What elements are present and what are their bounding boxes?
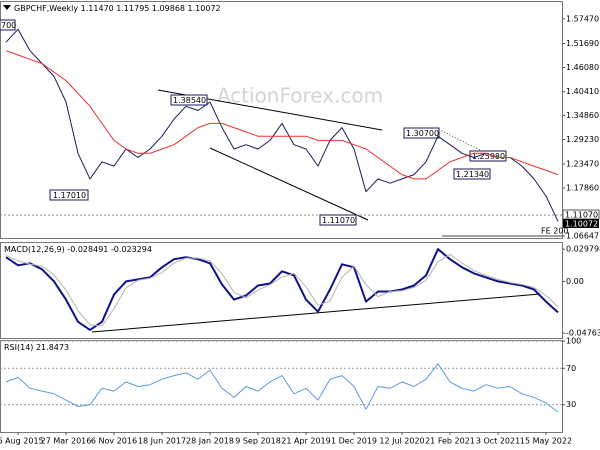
last-price-tag (563, 219, 599, 228)
annotation-text: 700 (1, 21, 16, 30)
x-tick-label: 15 May 2022 (520, 437, 572, 446)
y-tick-label: 1.40410 (566, 87, 599, 96)
trend-line (209, 147, 369, 221)
panel-title-text: MACD(12,26,9) (4, 245, 65, 254)
macd-panel (0, 242, 563, 339)
plot-layer: 1.57470 1.51690 1.46080 1.40410 1.34860 1.292… (0, 4, 600, 446)
annotation-box (403, 127, 440, 139)
annotation-box (170, 94, 208, 106)
price-tags: 1.11070 1.10072 (562, 209, 600, 229)
annotation-text: 1.25980 (472, 152, 505, 161)
annotation-text: 1.17010 (53, 191, 86, 200)
annotation-text: 1.30700 (406, 129, 439, 138)
y-tick-label: 1.34860 (566, 111, 599, 120)
annotation-text: 1.11070 (322, 216, 355, 225)
annotation-text: 1.38540 (173, 96, 206, 105)
menu-icon (3, 5, 11, 10)
x-tick-label: 21 Feb 2021 (425, 437, 475, 446)
y-tick-label: 1.46080 (566, 63, 599, 72)
y-tick-label: 1.51690 (566, 39, 599, 48)
panel-title-text: RSI(14) (4, 343, 33, 352)
x-tick-label: 21 Apr 2019 (281, 437, 330, 446)
y-tick-label: -0.047637 (566, 329, 600, 338)
last-value: -0.028491 (67, 245, 108, 254)
x-tick-label: 1 Dec 2019 (331, 437, 377, 446)
x-tick-label: 6 Nov 2016 (91, 437, 137, 446)
y-tick-label: 100 (566, 337, 581, 346)
panel-title: MACD(12,26,9) -0.028491 -0.023294 (4, 245, 152, 254)
panel-title-text: GBPCHF,Weekly 1.11470 1.11795 1.09868 1.… (14, 4, 221, 13)
series-line (5, 28, 559, 222)
last-value: -0.023294 (111, 245, 152, 254)
panel-title: RSI(14) 21.8473 (4, 343, 69, 352)
watermark: ActionForex.com (217, 84, 383, 108)
y-tick-label: 0.00 (566, 277, 584, 286)
series-line (5, 253, 559, 327)
y-tick-label: 70 (566, 364, 576, 373)
y-tick-label: 1.29230 (566, 135, 599, 144)
y-tick-label: 30 (566, 400, 576, 409)
annotation: 700 1.38540 1.17010 1.11070 1.30700 1.25… (0, 19, 568, 236)
y-tick-label: 1.17860 (566, 184, 599, 193)
series-line (5, 248, 559, 331)
annotation-box (319, 214, 357, 226)
annotation-text: FE 200 (541, 227, 568, 236)
x-tick-label: 18 Jun 2017 (138, 437, 186, 446)
x-tick-label: 16 Aug 2015 (0, 437, 44, 446)
annotation-text: 1.21340 (456, 170, 489, 179)
x-tick-label: 28 Jan 2018 (186, 437, 234, 446)
trend-line (91, 293, 541, 333)
last-value: 21.8473 (36, 343, 69, 352)
y-tick-label: 1.23470 (566, 160, 599, 169)
series-line (5, 50, 559, 180)
y-tick-label: 0.029798 (566, 245, 600, 254)
last-price-text: 1.10072 (565, 220, 598, 229)
x-tick-label: 27 Mar 2016 (41, 437, 92, 446)
x-tick-label: 9 Sep 2018 (235, 437, 281, 446)
x-tick-label: 3 Oct 2021 (476, 437, 520, 446)
annotation-box (453, 168, 491, 180)
annotation-box (0, 19, 16, 31)
y-tick-label: 1.06647 (566, 231, 599, 240)
price-panel (0, 1, 563, 239)
series-line (5, 363, 559, 413)
panel-title: GBPCHF,Weekly 1.11470 1.11795 1.09868 1.… (14, 4, 221, 13)
y-tick-label: 1.57470 (566, 14, 599, 23)
annotation-box (49, 189, 89, 201)
x-tick-label: 12 Jul 2020 (379, 437, 424, 446)
level-tag-text: 1.11070 (565, 211, 598, 220)
